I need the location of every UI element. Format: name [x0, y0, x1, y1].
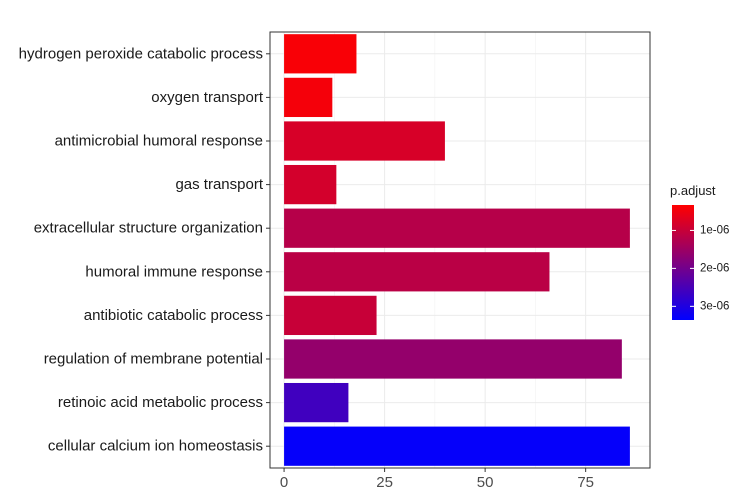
bar — [284, 164, 337, 205]
category-label: gas transport — [175, 176, 263, 193]
category-label: retinoic acid metabolic process — [58, 394, 263, 411]
bar — [284, 77, 333, 118]
category-label: regulation of membrane potential — [44, 351, 263, 368]
bar — [284, 34, 357, 74]
category-label: extracellular structure organization — [34, 220, 263, 237]
legend-colorbar — [672, 205, 694, 320]
legend: p.adjust 1e-06 2e-06 3e-06 — [670, 183, 729, 320]
category-label: cellular calcium ion homeostasis — [48, 438, 263, 455]
y-axis-ticks: hydrogen peroxide catabolic process oxyge… — [19, 45, 270, 455]
x-tick-label: 50 — [477, 474, 494, 491]
legend-ticks: 1e-06 2e-06 3e-06 — [672, 224, 729, 312]
plot-panel-border — [269, 31, 651, 469]
bar — [284, 382, 349, 423]
legend-tick-label: 2e-06 — [700, 262, 729, 274]
bars — [284, 34, 630, 466]
legend-tick-label: 3e-06 — [700, 300, 729, 312]
bar — [284, 295, 377, 336]
legend-tick-label: 1e-06 — [700, 224, 729, 236]
bar — [284, 208, 630, 248]
x-tick-label: 25 — [376, 474, 393, 491]
bar — [284, 121, 445, 161]
bar — [284, 252, 550, 292]
x-axis-ticks: 0 25 50 75 — [280, 468, 594, 491]
category-label: antibiotic catabolic process — [84, 307, 263, 324]
x-tick-label: 0 — [280, 474, 288, 491]
x-tick-label: 75 — [577, 474, 594, 491]
category-label: oxygen transport — [151, 89, 264, 106]
bar — [284, 339, 622, 379]
category-label: humoral immune response — [85, 263, 263, 280]
category-label: antimicrobial humoral response — [55, 133, 263, 150]
category-label: hydrogen peroxide catabolic process — [19, 45, 263, 62]
legend-title: p.adjust — [670, 183, 716, 198]
bar — [284, 426, 630, 466]
